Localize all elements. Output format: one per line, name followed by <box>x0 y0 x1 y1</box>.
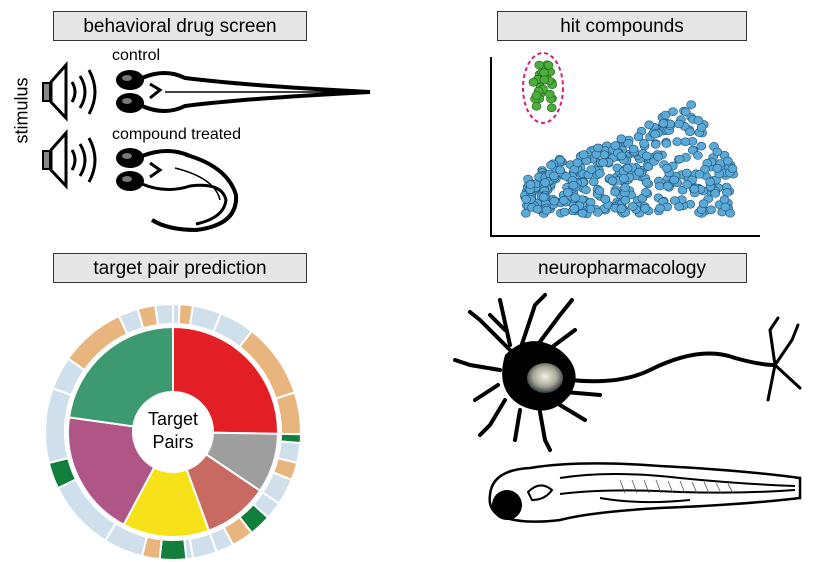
neuropharmacology-title: neuropharmacology <box>497 253 747 283</box>
hit-selection-ring <box>522 52 564 124</box>
speaker-icon <box>42 129 97 190</box>
center-label-line2: Pairs <box>152 432 193 452</box>
center-label-line1: Target <box>148 409 198 429</box>
target-pair-donut <box>44 302 302 561</box>
compound-treated-label: compound treated <box>112 126 241 143</box>
hit-compounds-cluster <box>528 60 558 113</box>
target-pair-title: target pair prediction <box>53 253 307 283</box>
screened-compounds-cluster <box>520 100 739 219</box>
hit-compounds-title: hit compounds <box>497 11 747 41</box>
zebrafish-larva-icon <box>116 148 239 233</box>
control-label: control <box>112 47 161 64</box>
behavioral-screen-title: behavioral drug screen <box>53 11 307 41</box>
neuron-icon <box>453 293 802 452</box>
scatter-plot <box>490 52 760 237</box>
donut-center <box>133 392 213 472</box>
zebrafish-larva-icon <box>116 70 371 113</box>
zebrafish-larva-icon <box>488 462 802 523</box>
speaker-icon <box>42 61 97 122</box>
